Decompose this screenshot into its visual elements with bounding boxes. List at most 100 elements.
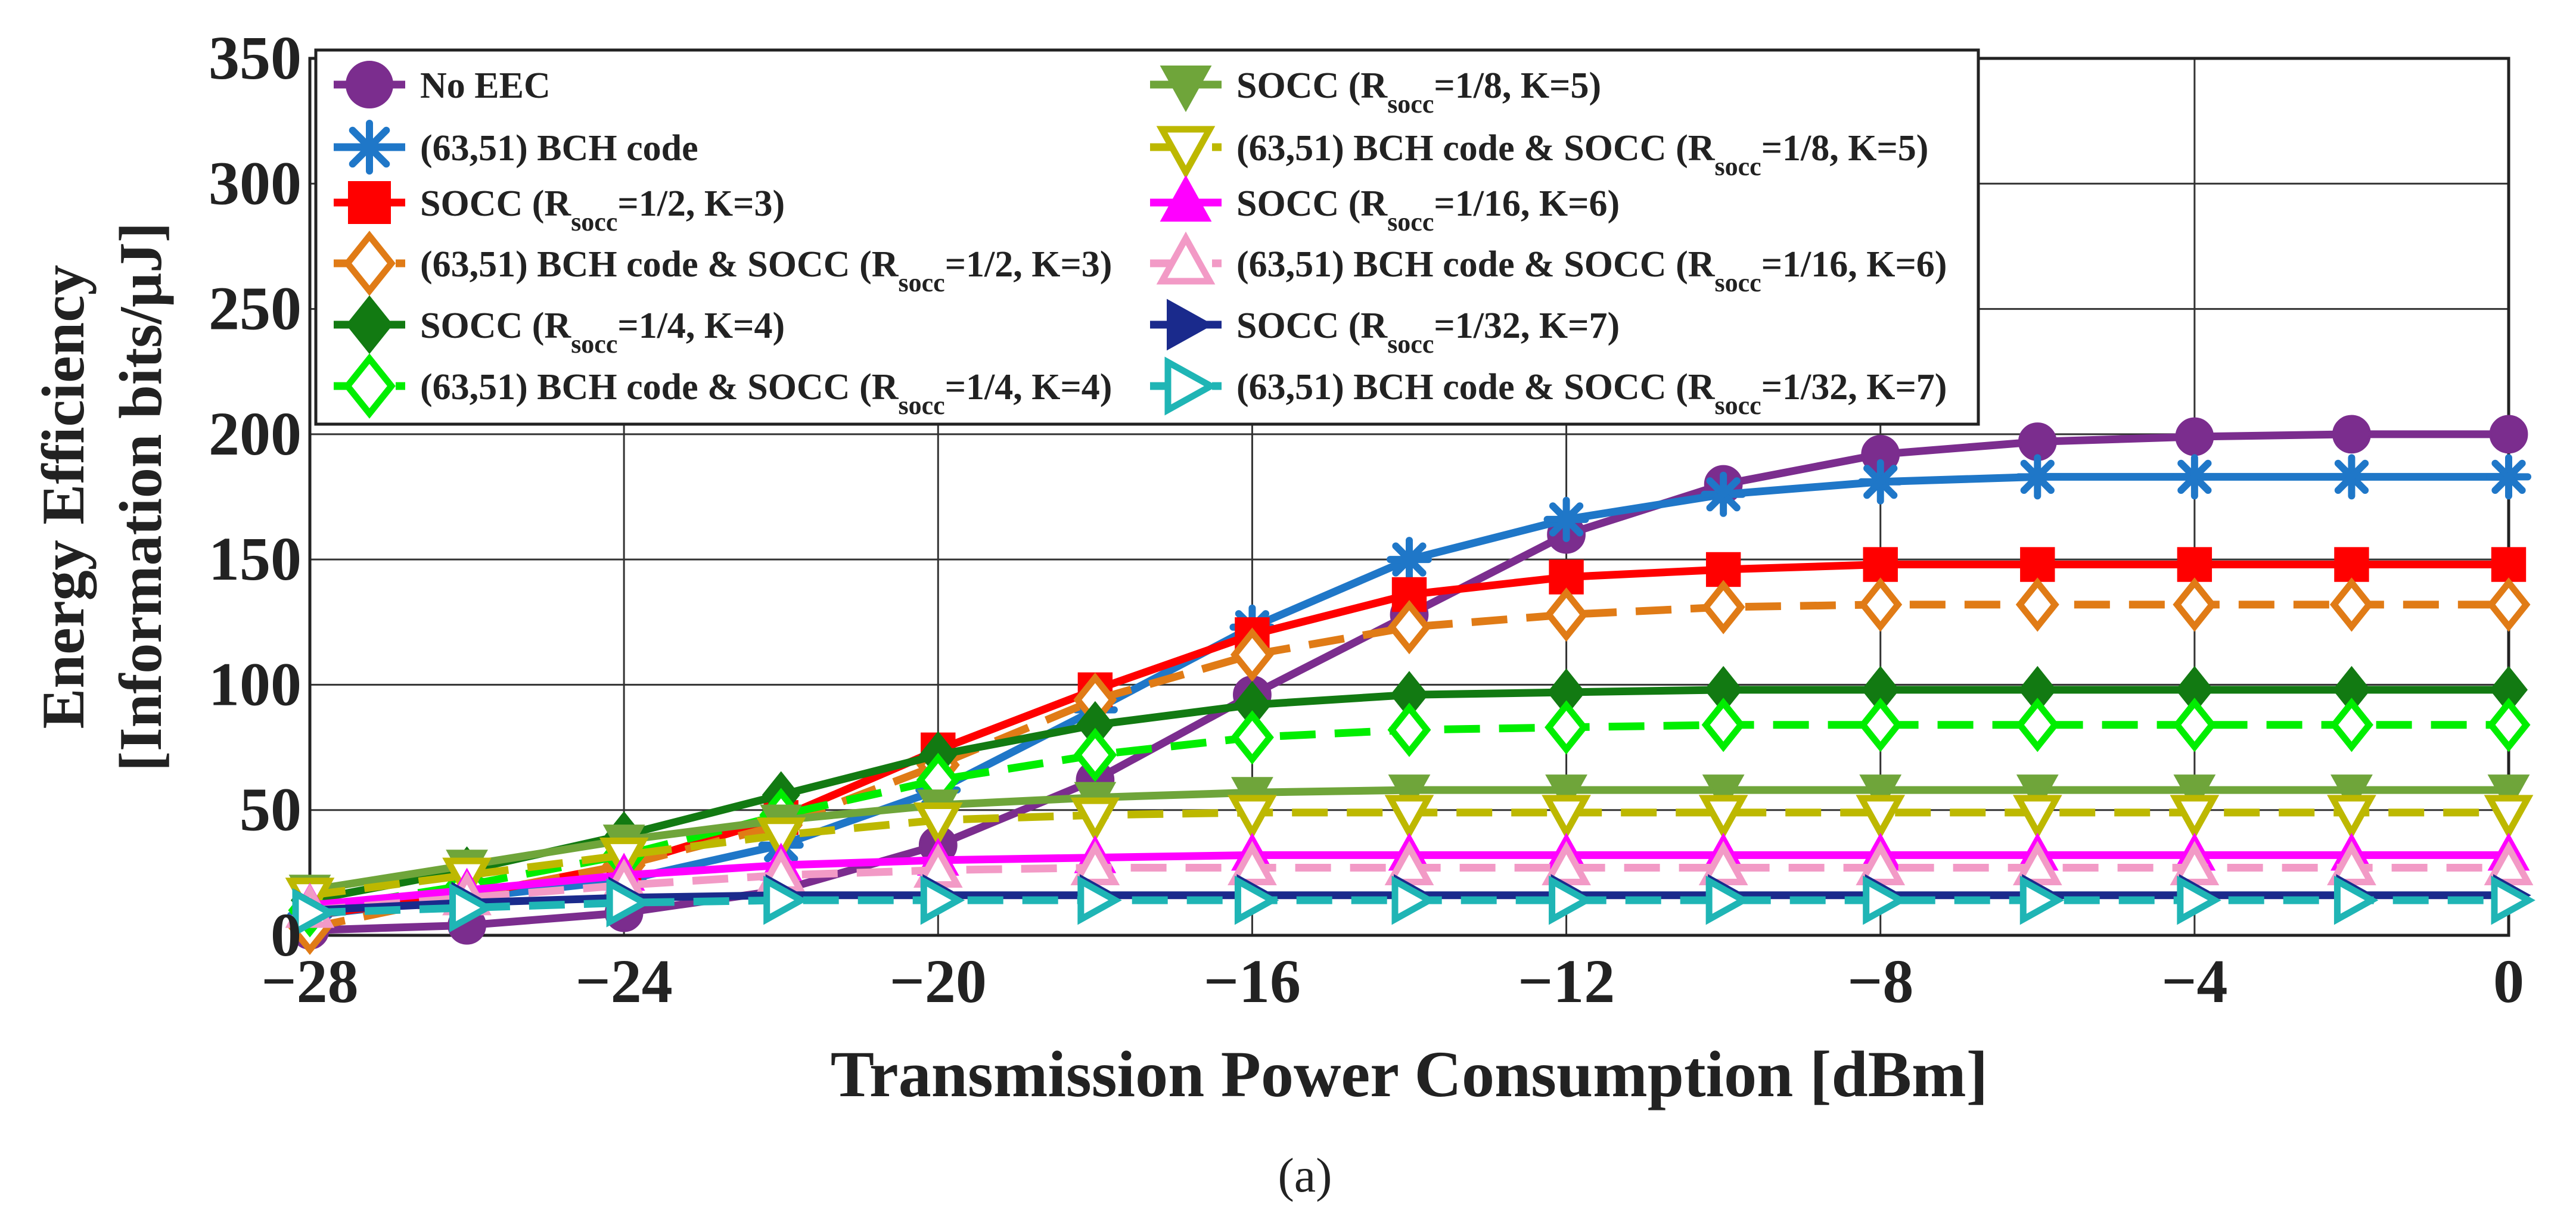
x-tick-label: 0 xyxy=(2493,947,2524,1016)
x-tick-label: −24 xyxy=(576,947,673,1016)
data-point xyxy=(2489,415,2528,454)
legend-label: (63,51) BCH code & SOCC (Rsocc=1/16, K=6… xyxy=(1236,244,1947,297)
legend-label: (63,51) BCH code & SOCC (Rsocc=1/8, K=5) xyxy=(1236,128,1928,181)
legend-marker xyxy=(1156,231,1216,285)
series-lines xyxy=(285,415,2535,955)
series-12 xyxy=(292,875,2535,938)
data-point xyxy=(1702,774,1745,813)
data-point xyxy=(1384,795,1434,839)
x-tick-label: −20 xyxy=(890,947,987,1016)
asterisk-stroke xyxy=(1863,465,1898,499)
data-point xyxy=(1863,547,1898,582)
data-point xyxy=(2015,698,2059,752)
asterisk-stroke xyxy=(1549,502,1584,537)
y-tick-label: 250 xyxy=(209,275,302,343)
legend-box xyxy=(314,48,1980,426)
legend-label: (63,51) BCH code & SOCC (Rsocc=1/4, K=4) xyxy=(420,367,1112,420)
data-point xyxy=(2487,698,2531,752)
x-axis-label: Transmission Power Consumption [dBm] xyxy=(831,1038,1988,1110)
legend-label: (63,51) BCH code xyxy=(420,128,698,169)
y-tick-label: 0 xyxy=(271,901,302,969)
data-point xyxy=(2177,547,2213,582)
data-point xyxy=(1549,875,1593,925)
data-point xyxy=(1701,698,1745,752)
data-point xyxy=(449,883,494,933)
data-point xyxy=(2487,577,2531,632)
legend-marker xyxy=(1167,298,1214,351)
data-point xyxy=(2491,875,2535,925)
series-5 xyxy=(290,665,2528,925)
data-point xyxy=(2333,875,2379,925)
data-point xyxy=(2329,698,2373,752)
data-point xyxy=(913,802,963,847)
data-point xyxy=(1230,627,1274,682)
y-axis-label-line2: [Information bits/μJ] xyxy=(107,222,175,771)
legend-marker xyxy=(343,353,396,419)
legend-entry: (63,51) BCH code & SOCC (Rsocc=1/32, K=7… xyxy=(1150,356,1947,420)
data-point xyxy=(1856,795,1906,839)
data-point xyxy=(2019,875,2065,925)
legend-entry: (63,51) BCH code & SOCC (Rsocc=1/2, K=3) xyxy=(334,231,1112,297)
y-tick-label: 50 xyxy=(240,776,302,844)
data-point xyxy=(292,888,337,938)
asterisk-stroke xyxy=(2177,459,2212,494)
data-point xyxy=(1545,587,1589,642)
x-tick-label: −12 xyxy=(1518,947,1615,1016)
y-axis-label-line1: Energy Efficiency xyxy=(30,265,97,729)
figure-caption: (a) xyxy=(1278,1148,1332,1202)
legend-label: SOCC (Rsocc=1/2, K=3) xyxy=(420,183,785,237)
data-point xyxy=(606,878,651,928)
legend-marker xyxy=(1160,66,1212,113)
legend-label: (63,51) BCH code & SOCC (Rsocc=1/2, K=3) xyxy=(420,244,1112,297)
legend: No EEC (63,51) BCH code SOCC (Rsocc=1/2, K… xyxy=(314,48,1980,426)
data-point xyxy=(2329,577,2373,632)
y-tick-label: 200 xyxy=(209,400,302,468)
legend-entry: (63,51) BCH code & SOCC (Rsocc=1/16, K=6… xyxy=(1150,231,1947,297)
data-point xyxy=(1698,795,1748,839)
data-point xyxy=(2012,795,2062,839)
data-point xyxy=(2327,841,2376,885)
legend-label: No EEC xyxy=(420,66,551,106)
legend-label: SOCC (Rsocc=1/16, K=6) xyxy=(1236,183,1620,237)
data-point xyxy=(1388,774,1431,813)
data-point xyxy=(2486,454,2531,500)
asterisk-stroke xyxy=(1392,542,1427,577)
legend-entry: SOCC (Rsocc=1/4, K=4) xyxy=(334,295,785,359)
data-point xyxy=(1859,698,1903,752)
legend-entry: No EEC xyxy=(334,61,551,108)
data-point xyxy=(2171,454,2217,500)
data-point xyxy=(2173,774,2216,813)
asterisk-stroke xyxy=(349,126,390,168)
data-point xyxy=(2334,547,2369,582)
legend-label: SOCC (Rsocc=1/4, K=4) xyxy=(420,306,785,359)
legend-marker xyxy=(343,231,396,296)
data-point xyxy=(1384,841,1434,885)
legend-marker xyxy=(1164,356,1218,416)
data-point xyxy=(2012,841,2062,885)
series-line xyxy=(309,601,2509,932)
data-point xyxy=(756,817,806,862)
data-point xyxy=(2173,698,2217,752)
data-point xyxy=(1857,459,1903,505)
data-point xyxy=(1543,496,1589,542)
legend-entry: SOCC (Rsocc=1/16, K=6) xyxy=(1150,175,1620,237)
legend-marker xyxy=(346,61,393,108)
y-tick-label: 150 xyxy=(209,525,302,593)
data-point xyxy=(920,875,965,925)
legend-entry: (63,51) BCH code xyxy=(334,120,698,175)
data-point xyxy=(2484,795,2534,839)
data-point xyxy=(1859,774,1902,813)
data-point xyxy=(1698,841,1748,885)
data-point xyxy=(1859,577,1903,632)
data-point xyxy=(1070,841,1120,885)
data-point xyxy=(2170,795,2220,839)
data-point xyxy=(1387,600,1431,655)
data-point xyxy=(1230,710,1274,765)
axis-ticks: −28 −24 −20 −16 −12 −8 −4 0 0 50 100 150 200 250 300 35… xyxy=(209,24,2524,1016)
data-point xyxy=(2175,417,2214,456)
y-tick-label: 350 xyxy=(209,24,302,92)
x-tick-label: −4 xyxy=(2161,947,2227,1016)
data-point xyxy=(1228,841,1277,885)
asterisk-stroke xyxy=(1706,477,1741,512)
